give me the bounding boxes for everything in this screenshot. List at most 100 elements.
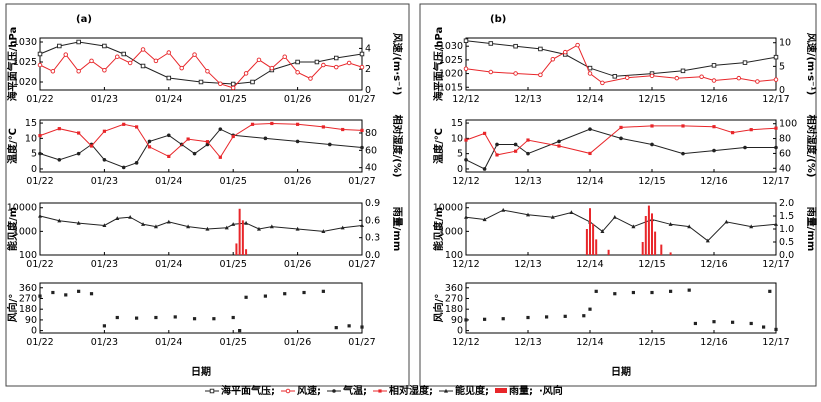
y-right-tick-label: 40	[365, 163, 377, 174]
y-left-tick-label: 360	[445, 283, 463, 294]
point	[619, 125, 623, 130]
y-right-tick-label: 5	[779, 61, 785, 72]
x-tick-label: 12/15	[638, 337, 665, 348]
point	[743, 145, 747, 150]
point	[731, 320, 735, 324]
y-left-tick-label: 360	[19, 283, 37, 294]
point	[774, 222, 778, 226]
point	[102, 43, 107, 49]
y-left-tick-label: 15	[451, 118, 463, 129]
series-风速	[37, 47, 365, 91]
point	[464, 138, 468, 142]
point	[550, 214, 555, 219]
legend-marker	[285, 388, 291, 394]
point	[612, 214, 617, 219]
point	[51, 290, 55, 295]
y-left-tick-label: 0	[457, 326, 463, 337]
y-left-tick-label: 1030	[13, 37, 37, 48]
point	[102, 129, 106, 133]
point	[360, 223, 364, 228]
x-tick-label: 01/23	[91, 259, 118, 270]
y-left-label: 海平面气压/hPa	[432, 27, 445, 102]
x-tick-label: 01/24	[155, 259, 182, 270]
point	[192, 317, 197, 321]
point	[140, 47, 146, 52]
series-雨量	[235, 208, 248, 255]
point	[513, 142, 518, 147]
y-left-tick-label: 270	[19, 293, 37, 304]
x-tick-label: 01/24	[155, 337, 182, 348]
point	[693, 321, 697, 326]
point	[538, 46, 543, 52]
legend-label: 气温;	[342, 384, 367, 397]
series-line	[465, 125, 777, 156]
y-left-tick-label: 5	[457, 149, 463, 160]
point	[244, 295, 248, 299]
y-left-tick-label: 100	[445, 250, 463, 261]
x-tick-label: 12/14	[576, 94, 603, 105]
point	[154, 315, 158, 320]
y-left-label: 风向/°	[6, 294, 19, 323]
point	[321, 125, 325, 129]
point	[38, 151, 42, 156]
point	[295, 226, 300, 231]
series-相对湿度	[38, 121, 364, 159]
chart-panel-2: (b)12/12 12/13 12/14 12/15 12/16 12/171015102…	[419, 3, 818, 387]
point	[115, 54, 120, 59]
point	[488, 41, 494, 46]
point	[619, 136, 623, 141]
point	[121, 165, 126, 170]
point	[464, 214, 468, 219]
point	[650, 142, 654, 147]
point	[483, 131, 487, 135]
point	[526, 138, 530, 142]
point	[166, 219, 171, 224]
point	[463, 38, 469, 43]
point	[231, 315, 235, 320]
y-left-tick-label: 180	[445, 304, 463, 315]
point	[514, 149, 518, 153]
point	[649, 73, 655, 79]
x-tick-label: 12/14	[576, 259, 603, 270]
point	[76, 69, 81, 74]
x-tick-label: 01/23	[91, 94, 118, 105]
point	[186, 224, 191, 229]
y-right-tick-label: 10	[779, 38, 791, 49]
point	[38, 294, 42, 298]
point	[135, 125, 139, 129]
x-tick-label: 01/26	[284, 176, 311, 187]
series-能见度	[464, 207, 778, 243]
point	[121, 51, 126, 57]
plot-area	[39, 119, 363, 173]
y-right-tick-label: 0.3	[365, 233, 380, 244]
y-left-tick-label: 1015	[439, 82, 463, 93]
y-left-tick-label: 1020	[13, 77, 37, 88]
point	[669, 289, 673, 293]
point	[76, 151, 81, 156]
y-right-label: 雨量/mm	[805, 207, 818, 252]
y-left-tick-label: 90	[451, 315, 463, 326]
x-tick-label: 12/12	[452, 259, 479, 270]
point	[321, 229, 326, 233]
x-tick-label: 01/25	[220, 337, 247, 348]
legend-label: 相对湿度;	[389, 384, 433, 397]
legend-item: 海平面气压;	[205, 384, 275, 397]
bar	[589, 208, 591, 255]
point	[167, 154, 171, 158]
point	[526, 151, 530, 156]
y-left-tick-label: 0	[31, 164, 37, 175]
point	[464, 318, 468, 322]
point	[731, 131, 735, 135]
point	[76, 220, 81, 225]
point	[127, 60, 133, 66]
y-left-tick-label: 5	[31, 149, 37, 160]
x-tick-label: 01/22	[26, 176, 53, 187]
point	[681, 124, 685, 128]
point	[681, 151, 685, 156]
y-right-tick-label: 0.5	[779, 237, 794, 248]
point	[77, 131, 81, 135]
point	[495, 153, 499, 157]
point	[774, 327, 778, 332]
x-tick-label: 12/13	[514, 176, 541, 187]
point	[545, 315, 549, 319]
